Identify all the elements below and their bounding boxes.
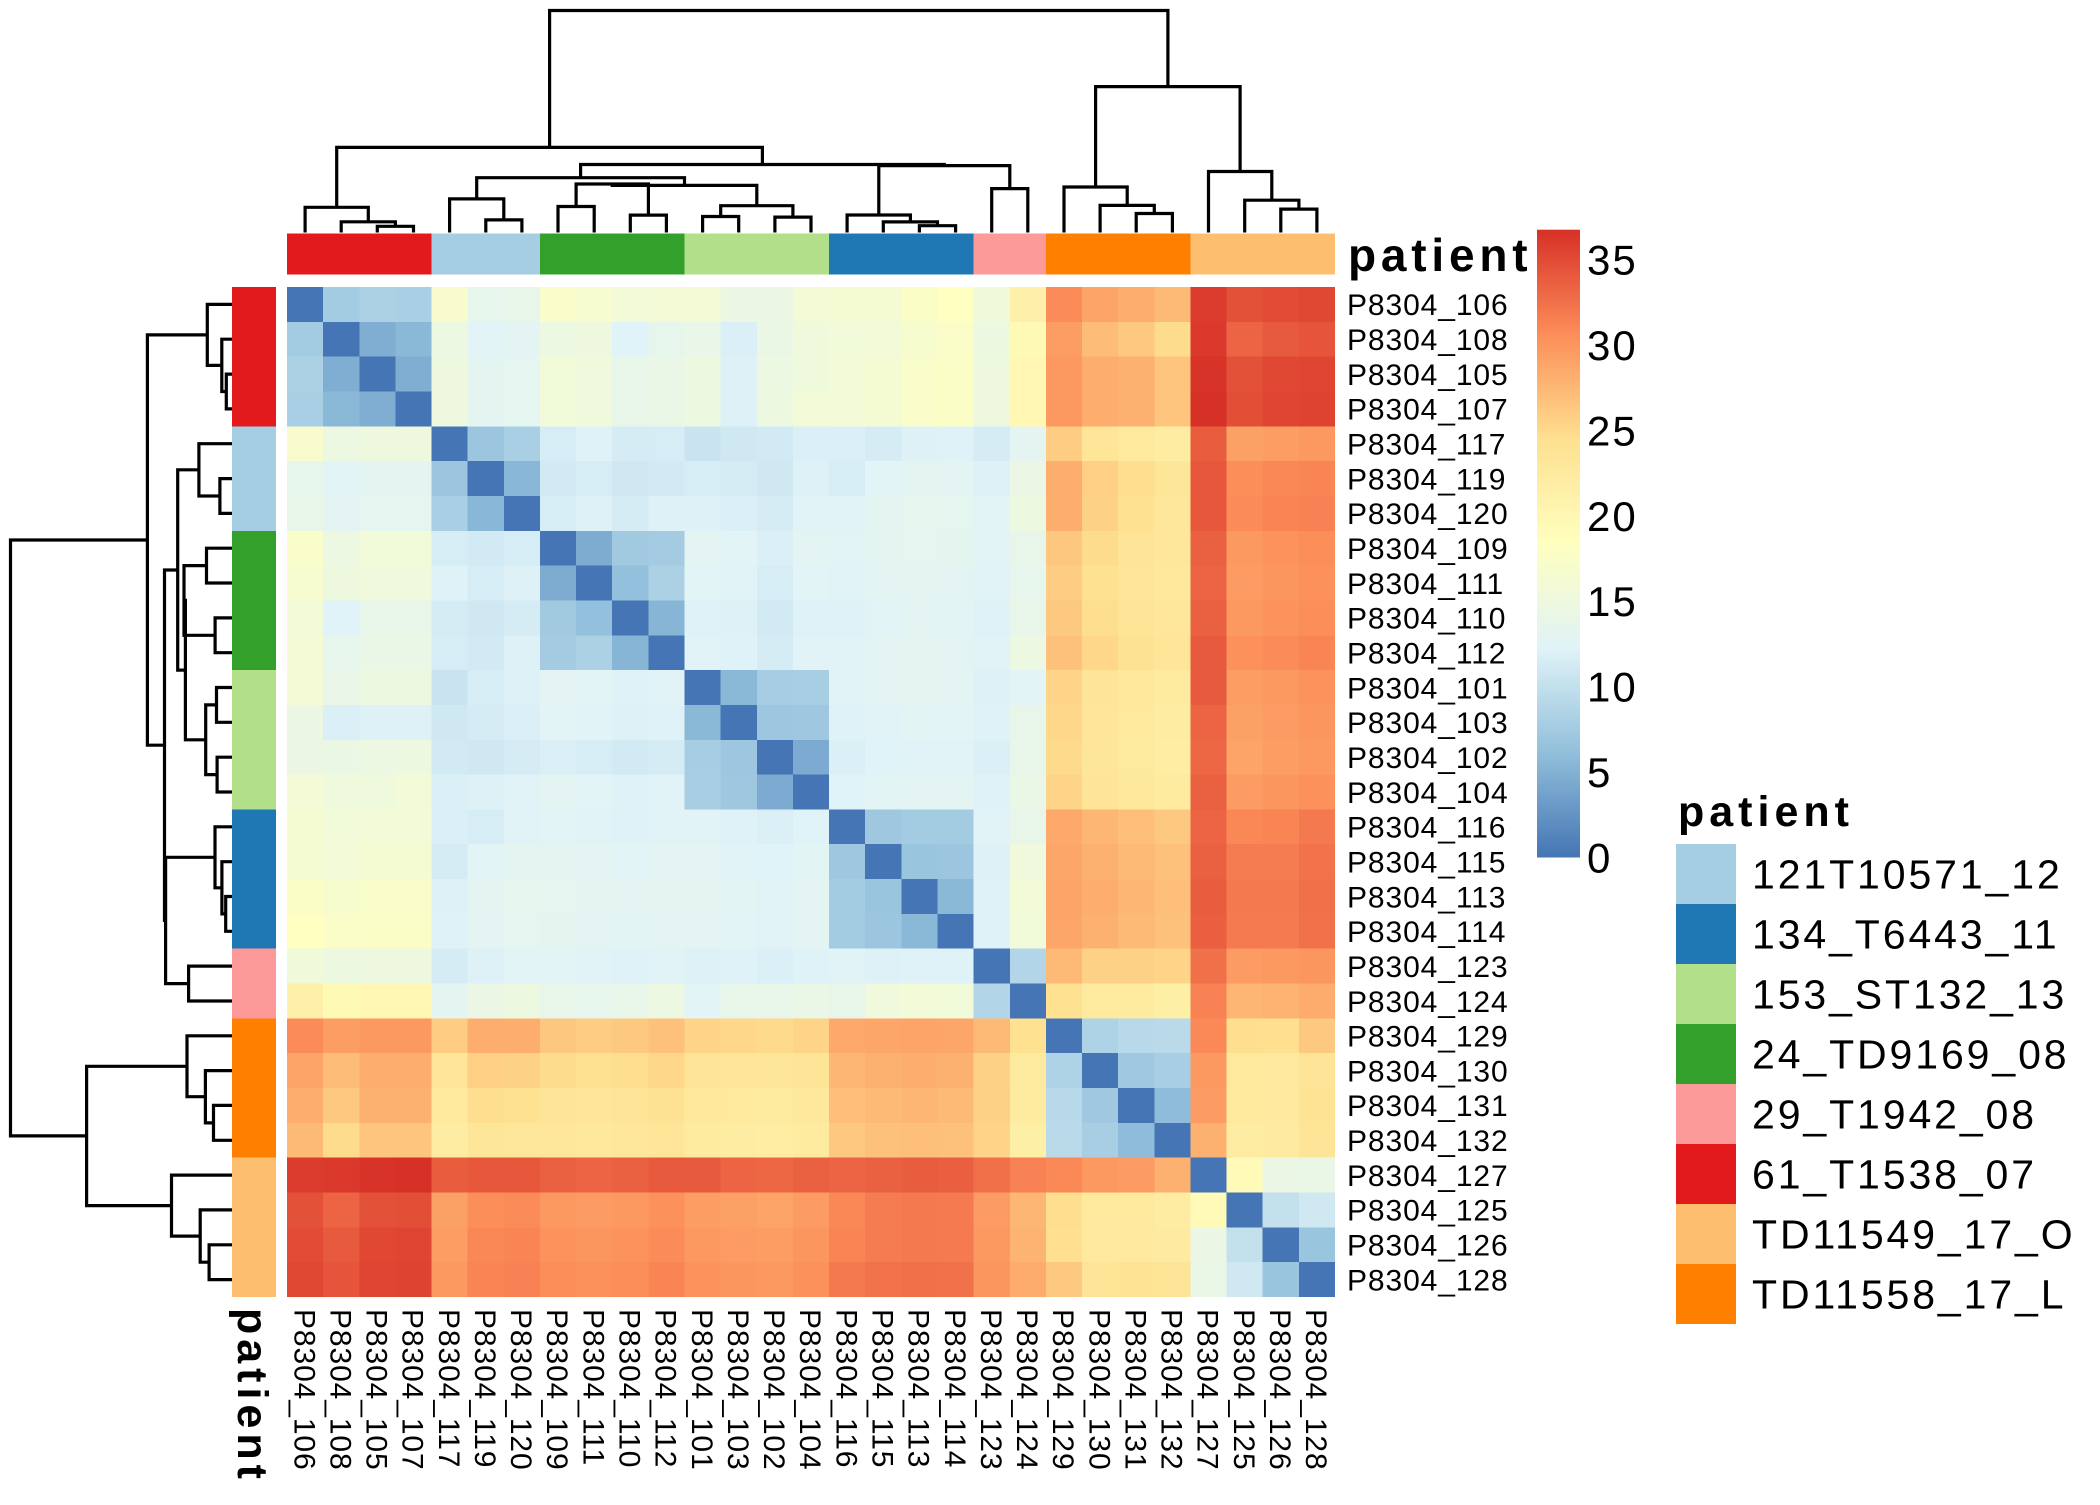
svg-text:P8304_132: P8304_132: [1155, 1309, 1188, 1471]
svg-text:P8304_102: P8304_102: [1347, 742, 1509, 775]
svg-text:P8304_112: P8304_112: [649, 1309, 682, 1468]
svg-text:P8304_125: P8304_125: [1227, 1309, 1260, 1471]
svg-text:P8304_112: P8304_112: [1347, 638, 1506, 671]
svg-text:P8304_120: P8304_120: [1347, 498, 1509, 531]
svg-text:P8304_101: P8304_101: [685, 1309, 718, 1471]
svg-text:P8304_123: P8304_123: [974, 1309, 1007, 1471]
svg-text:20: 20: [1587, 493, 1638, 540]
svg-text:10: 10: [1587, 664, 1638, 711]
svg-text:P8304_120: P8304_120: [504, 1309, 537, 1471]
svg-text:P8304_119: P8304_119: [1347, 463, 1506, 496]
svg-text:P8304_127: P8304_127: [1347, 1160, 1509, 1193]
svg-text:P8304_126: P8304_126: [1347, 1230, 1509, 1263]
svg-text:121T10571_12: 121T10571_12: [1752, 851, 2063, 897]
svg-text:30: 30: [1587, 322, 1638, 369]
svg-text:TD11558_17_L: TD11558_17_L: [1752, 1271, 2066, 1317]
svg-text:24_TD9169_08: 24_TD9169_08: [1752, 1031, 2069, 1077]
svg-text:35: 35: [1587, 237, 1638, 284]
svg-text:P8304_107: P8304_107: [1347, 394, 1509, 427]
svg-text:P8304_130: P8304_130: [1347, 1055, 1509, 1088]
svg-text:P8304_109: P8304_109: [540, 1309, 573, 1471]
svg-text:P8304_105: P8304_105: [1347, 359, 1509, 392]
svg-text:P8304_103: P8304_103: [1347, 707, 1509, 740]
svg-text:patient: patient: [228, 1308, 276, 1484]
svg-text:P8304_115: P8304_115: [866, 1309, 899, 1468]
svg-text:P8304_113: P8304_113: [1347, 881, 1506, 914]
svg-text:P8304_116: P8304_116: [829, 1309, 862, 1468]
svg-text:P8304_129: P8304_129: [1347, 1021, 1509, 1054]
svg-text:5: 5: [1587, 749, 1612, 796]
svg-text:P8304_117: P8304_117: [1347, 429, 1506, 462]
svg-text:P8304_117: P8304_117: [432, 1309, 465, 1468]
svg-text:P8304_107: P8304_107: [396, 1309, 429, 1471]
svg-text:P8304_106: P8304_106: [287, 1309, 320, 1471]
svg-text:P8304_125: P8304_125: [1347, 1195, 1509, 1228]
svg-text:patient: patient: [1348, 229, 1532, 281]
svg-text:P8304_111: P8304_111: [1347, 568, 1504, 601]
svg-text:134_T6443_11: 134_T6443_11: [1752, 911, 2060, 957]
svg-text:P8304_108: P8304_108: [323, 1309, 356, 1471]
svg-text:P8304_124: P8304_124: [1010, 1309, 1043, 1471]
svg-text:P8304_130: P8304_130: [1082, 1309, 1115, 1471]
svg-text:P8304_111: P8304_111: [576, 1309, 609, 1466]
svg-text:P8304_124: P8304_124: [1347, 986, 1509, 1019]
svg-text:P8304_131: P8304_131: [1118, 1309, 1151, 1471]
svg-text:P8304_115: P8304_115: [1347, 847, 1506, 880]
svg-text:29_T1942_08: 29_T1942_08: [1752, 1091, 2037, 1137]
svg-text:P8304_101: P8304_101: [1347, 672, 1509, 705]
svg-text:P8304_129: P8304_129: [1046, 1309, 1079, 1471]
svg-text:61_T1538_07: 61_T1538_07: [1752, 1151, 2037, 1197]
svg-text:P8304_108: P8304_108: [1347, 324, 1509, 357]
svg-text:P8304_109: P8304_109: [1347, 533, 1509, 566]
svg-text:P8304_123: P8304_123: [1347, 951, 1509, 984]
svg-text:P8304_116: P8304_116: [1347, 812, 1506, 845]
svg-text:153_ST132_13: 153_ST132_13: [1752, 971, 2067, 1017]
svg-text:P8304_105: P8304_105: [360, 1309, 393, 1471]
svg-text:P8304_104: P8304_104: [793, 1309, 826, 1471]
svg-text:TD11549_17_O: TD11549_17_O: [1752, 1211, 2076, 1257]
svg-text:15: 15: [1587, 578, 1638, 625]
svg-text:P8304_131: P8304_131: [1347, 1090, 1509, 1123]
svg-text:P8304_110: P8304_110: [1347, 603, 1506, 636]
svg-text:P8304_104: P8304_104: [1347, 777, 1509, 810]
svg-text:P8304_127: P8304_127: [1191, 1309, 1224, 1471]
svg-text:P8304_128: P8304_128: [1299, 1309, 1332, 1471]
svg-text:P8304_132: P8304_132: [1347, 1125, 1509, 1158]
svg-text:P8304_114: P8304_114: [1347, 916, 1506, 949]
svg-text:patient: patient: [1678, 788, 1854, 836]
svg-text:0: 0: [1587, 834, 1612, 881]
svg-text:P8304_126: P8304_126: [1263, 1309, 1296, 1471]
svg-text:P8304_113: P8304_113: [902, 1309, 935, 1468]
svg-text:P8304_103: P8304_103: [721, 1309, 754, 1471]
svg-text:P8304_110: P8304_110: [613, 1309, 646, 1468]
svg-text:P8304_102: P8304_102: [757, 1309, 790, 1471]
svg-text:25: 25: [1587, 407, 1638, 454]
svg-text:P8304_128: P8304_128: [1347, 1264, 1509, 1297]
svg-text:P8304_119: P8304_119: [468, 1309, 501, 1468]
svg-text:P8304_114: P8304_114: [938, 1309, 971, 1468]
svg-text:P8304_106: P8304_106: [1347, 289, 1509, 322]
